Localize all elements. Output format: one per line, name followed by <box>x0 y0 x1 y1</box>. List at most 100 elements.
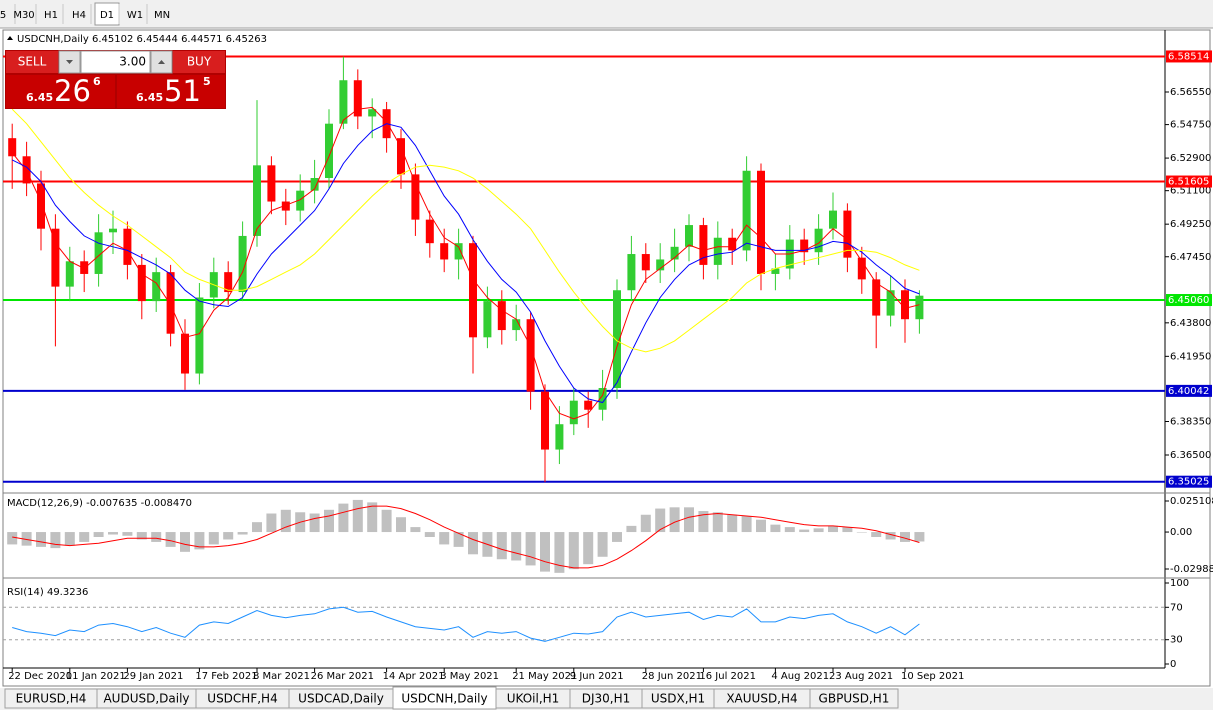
plot-area: 6.56550 6.54750 6.52900 6.51100 6.49250 6.474… <box>3 34 1213 682</box>
tab-label[interactable]: EURUSD,H4 <box>16 692 87 706</box>
bid-pips: 26 <box>54 74 91 108</box>
histogram-bar <box>885 532 896 540</box>
candle-body <box>713 237 722 265</box>
timeframe-button[interactable]: W1 <box>127 10 143 21</box>
lots-input[interactable] <box>80 50 151 74</box>
histogram-bar <box>770 524 781 533</box>
tab-label[interactable]: XAUUSD,H4 <box>726 692 797 706</box>
candle-body <box>857 257 866 280</box>
candle-body <box>872 279 881 316</box>
histogram-bar <box>540 532 550 572</box>
timeframe-button[interactable]: 5 <box>0 10 6 21</box>
y-tick-label: 6.38350 <box>1170 417 1211 428</box>
candle-body <box>109 228 117 233</box>
histogram-bar <box>727 514 738 533</box>
timeframe-button[interactable]: D1 <box>100 10 114 21</box>
timeframe-button[interactable]: M30 <box>13 10 34 21</box>
tab-label[interactable]: USDCNH,Daily <box>401 692 487 706</box>
x-tick-label: 9 Jun 2021 <box>570 671 624 682</box>
collapse-arrow[interactable] <box>7 36 13 40</box>
x-tick-label: 29 Jan 2021 <box>123 671 183 682</box>
histogram-bar <box>79 532 90 542</box>
histogram-bar <box>338 503 349 533</box>
candle-body <box>685 225 693 247</box>
histogram-bar <box>194 532 205 550</box>
histogram-bar <box>914 532 925 542</box>
histogram-bar <box>684 507 694 533</box>
one-click-trading: SELL 3.00 BUY 6.45 26 6 6.45 51 5 <box>5 50 226 109</box>
candle-body <box>757 170 765 274</box>
x-tick-label: 8 Mar 2021 <box>253 671 310 682</box>
x-tick-label: 4 Aug 2021 <box>771 671 829 682</box>
tab[interactable] <box>809 688 899 709</box>
histogram-bar <box>453 532 464 547</box>
timeframe-bar: 5 M30 H1 H4 D1 W1 MN <box>0 2 170 26</box>
candle-body <box>325 123 333 179</box>
histogram-bar <box>828 525 838 533</box>
histogram-bar <box>741 515 752 533</box>
candle-body <box>656 259 665 271</box>
histogram-bar <box>223 532 234 540</box>
timeframe-button[interactable]: H1 <box>44 10 58 21</box>
price-level-label: 6.45060 <box>1168 295 1209 306</box>
histogram-bar <box>309 513 320 533</box>
x-tick-label: 28 Jun 2021 <box>642 671 702 682</box>
tab-label[interactable]: USDCAD,Daily <box>298 692 384 706</box>
tab-label[interactable]: UKOil,H1 <box>507 692 560 706</box>
y-tick-label: 0.00 <box>1170 527 1192 538</box>
candle-body <box>137 264 146 302</box>
x-tick-label: 23 Aug 2021 <box>829 671 893 682</box>
candle-body <box>541 391 549 450</box>
buy-label: BUY <box>187 55 212 69</box>
candle-body <box>526 319 535 392</box>
y-tick-label: 6.54750 <box>1170 120 1211 131</box>
histogram-bar <box>871 532 882 537</box>
x-tick-label: 16 Jul 2021 <box>699 671 756 682</box>
candle-body <box>641 254 650 271</box>
histogram-bar <box>597 532 608 557</box>
bid-box[interactable] <box>6 75 115 108</box>
candle-body <box>65 261 74 287</box>
tab-label[interactable]: DJ30,H1 <box>582 692 631 706</box>
candle-body <box>51 228 60 287</box>
price-level-label: 6.40042 <box>1168 386 1209 397</box>
price-level-box <box>1166 175 1212 188</box>
sell-button[interactable] <box>6 51 58 73</box>
buy-button[interactable] <box>173 51 225 73</box>
chart-frame <box>2 29 1211 687</box>
tab-label[interactable]: USDX,H1 <box>651 692 705 706</box>
candle-body <box>224 272 233 293</box>
candle-body <box>469 243 477 338</box>
candle-body <box>771 268 780 274</box>
y-tick-label: -0.029881 <box>1170 564 1213 575</box>
candle-body <box>829 210 837 229</box>
histogram-bar <box>280 509 291 533</box>
candle-body <box>886 290 895 316</box>
sell-label: SELL <box>18 55 47 69</box>
timeframe-button[interactable]: MN <box>154 10 170 21</box>
histogram-bar <box>698 511 709 533</box>
histogram-bar <box>64 532 75 546</box>
histogram-bar <box>669 507 680 533</box>
candle-body <box>670 246 679 260</box>
candle-body <box>613 290 621 389</box>
x-tick-label: 11 Jan 2021 <box>66 671 126 682</box>
candle-body <box>843 210 852 258</box>
candle-body <box>497 301 506 331</box>
y-tick-label: 6.41950 <box>1170 351 1211 362</box>
x-tick-label: 22 Dec 2020 <box>8 671 72 682</box>
ask-box[interactable] <box>117 75 225 108</box>
price-level-label: 6.51605 <box>1168 177 1209 188</box>
histogram-bar <box>583 532 594 565</box>
tab-label[interactable]: USDCHF,H4 <box>207 692 277 706</box>
tab-label[interactable]: GBPUSD,H1 <box>819 692 890 706</box>
histogram-bar <box>252 522 262 533</box>
indicator-title: RSI(14) 49.3236 <box>7 587 88 598</box>
price-level-box <box>1166 50 1212 63</box>
candle-body <box>425 219 434 244</box>
candle-body <box>800 239 809 253</box>
tab-label[interactable]: AUDUSD,Daily <box>103 692 189 706</box>
timeframe-button[interactable]: H4 <box>72 10 86 21</box>
y-tick-label: 6.43800 <box>1170 318 1211 329</box>
